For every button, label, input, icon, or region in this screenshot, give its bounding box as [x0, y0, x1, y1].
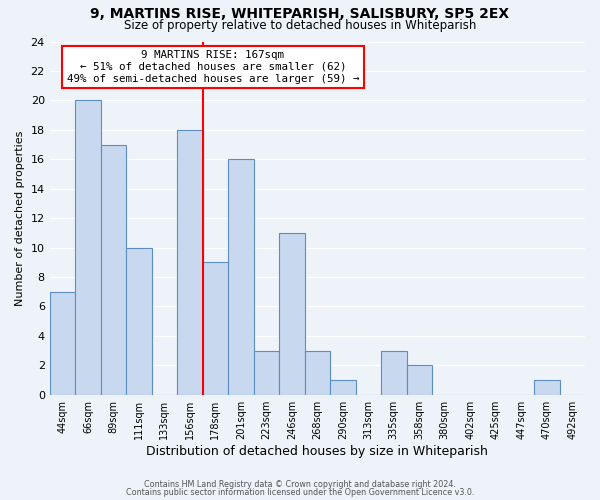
Text: Contains HM Land Registry data © Crown copyright and database right 2024.: Contains HM Land Registry data © Crown c… [144, 480, 456, 489]
Bar [305, 350, 330, 395]
Text: 9, MARTINS RISE, WHITEPARISH, SALISBURY, SP5 2EX: 9, MARTINS RISE, WHITEPARISH, SALISBURY,… [91, 8, 509, 22]
Bar [254, 350, 279, 395]
Y-axis label: Number of detached properties: Number of detached properties [15, 130, 25, 306]
Bar [534, 380, 560, 394]
Bar [101, 144, 126, 394]
Text: 9 MARTINS RISE: 167sqm
← 51% of detached houses are smaller (62)
49% of semi-det: 9 MARTINS RISE: 167sqm ← 51% of detached… [67, 50, 359, 84]
Text: Contains public sector information licensed under the Open Government Licence v3: Contains public sector information licen… [126, 488, 474, 497]
Bar [177, 130, 203, 394]
Bar [203, 262, 228, 394]
Bar [381, 350, 407, 395]
Bar [279, 233, 305, 394]
Bar [75, 100, 101, 395]
Bar [50, 292, 75, 395]
Text: Size of property relative to detached houses in Whiteparish: Size of property relative to detached ho… [124, 18, 476, 32]
X-axis label: Distribution of detached houses by size in Whiteparish: Distribution of detached houses by size … [146, 444, 488, 458]
Bar [330, 380, 356, 394]
Bar [126, 248, 152, 394]
Bar [228, 159, 254, 394]
Bar [407, 366, 432, 394]
